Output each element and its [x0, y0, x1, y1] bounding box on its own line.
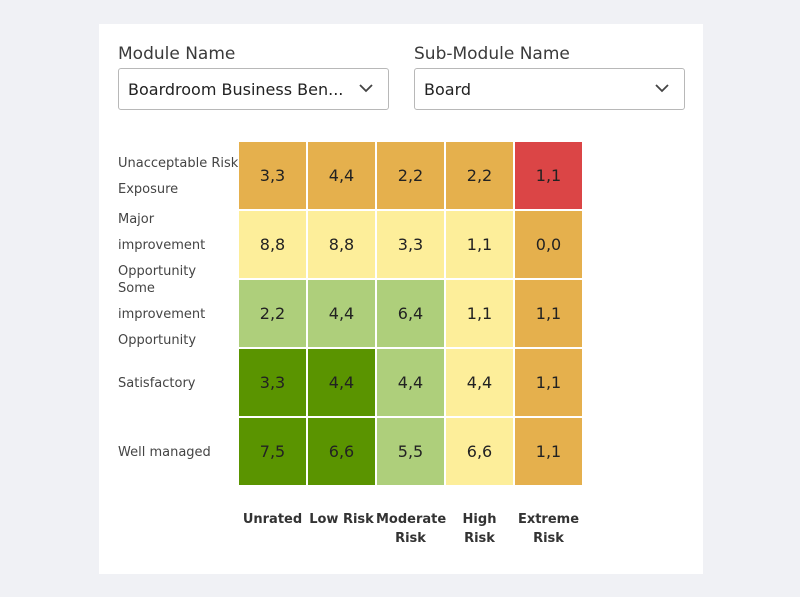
row-label: Some improvement Opportunity [118, 281, 206, 348]
chevron-down-icon [655, 84, 669, 93]
matrix-cell[interactable]: 1,1 [446, 280, 513, 347]
matrix-cell[interactable]: 6,4 [377, 280, 444, 347]
column-label: Moderate Risk [376, 512, 447, 546]
column-label: Unrated [242, 512, 303, 527]
row-label: Well managed [118, 445, 211, 460]
row-label: Unacceptable Risk Exposure [118, 156, 239, 197]
row-label: Satisfactory [118, 376, 196, 391]
column-label: High Risk [462, 512, 497, 546]
matrix-cell[interactable]: 4,4 [308, 349, 375, 416]
matrix-cell[interactable]: 3,3 [377, 211, 444, 278]
matrix-cell[interactable]: 4,4 [446, 349, 513, 416]
module-name-value: Boardroom Business Ben... [128, 80, 344, 99]
matrix-cell[interactable]: 1,1 [515, 349, 582, 416]
module-name-label: Module Name [118, 44, 236, 64]
matrix-cell[interactable]: 1,1 [515, 418, 582, 485]
sub-module-name-label: Sub-Module Name [414, 44, 570, 64]
matrix-cell[interactable]: 1,1 [446, 211, 513, 278]
sub-module-name-select[interactable]: Board [414, 68, 685, 110]
matrix-cell[interactable]: 3,3 [239, 142, 306, 209]
matrix-cell[interactable]: 0,0 [515, 211, 582, 278]
chevron-down-icon [359, 84, 373, 93]
matrix-cell[interactable]: 8,8 [239, 211, 306, 278]
sub-module-name-value: Board [424, 80, 472, 99]
matrix-cell[interactable]: 4,4 [308, 142, 375, 209]
matrix-cell[interactable]: 4,4 [308, 280, 375, 347]
matrix-cell[interactable]: 2,2 [377, 142, 444, 209]
column-label: Extreme Risk [517, 512, 580, 546]
matrix-cell[interactable]: 5,5 [377, 418, 444, 485]
module-name-select[interactable]: Boardroom Business Ben... [118, 68, 389, 110]
matrix-cell[interactable]: 7,5 [239, 418, 306, 485]
matrix-cell[interactable]: 2,2 [239, 280, 306, 347]
matrix-cell[interactable]: 3,3 [239, 349, 306, 416]
matrix-cell[interactable]: 4,4 [377, 349, 444, 416]
matrix-cell[interactable]: 1,1 [515, 142, 582, 209]
matrix-cell[interactable]: 2,2 [446, 142, 513, 209]
matrix-cell[interactable]: 1,1 [515, 280, 582, 347]
matrix-cell[interactable]: 8,8 [308, 211, 375, 278]
column-label: Low Risk [309, 512, 374, 527]
matrix-cell[interactable]: 6,6 [446, 418, 513, 485]
row-label: Major improvement Opportunity [118, 212, 206, 279]
matrix-cell[interactable]: 6,6 [308, 418, 375, 485]
